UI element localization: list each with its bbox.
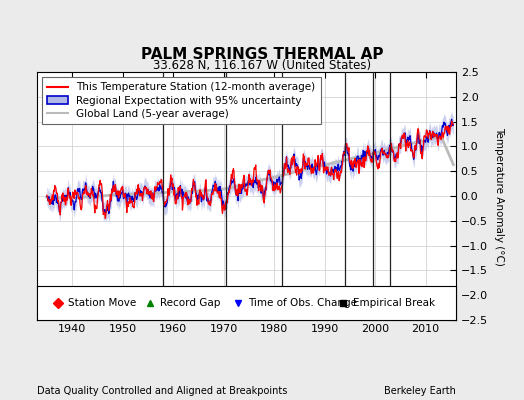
Text: Time of Obs. Change: Time of Obs. Change xyxy=(248,298,357,308)
Text: Data Quality Controlled and Aligned at Breakpoints: Data Quality Controlled and Aligned at B… xyxy=(37,386,287,396)
Text: Berkeley Earth: Berkeley Earth xyxy=(384,386,456,396)
Text: Station Move: Station Move xyxy=(68,298,136,308)
Y-axis label: Temperature Anomaly (°C): Temperature Anomaly (°C) xyxy=(495,126,505,266)
Text: 33.628 N, 116.167 W (United States): 33.628 N, 116.167 W (United States) xyxy=(153,59,371,72)
Text: Empirical Break: Empirical Break xyxy=(353,298,435,308)
Text: Record Gap: Record Gap xyxy=(160,298,221,308)
Text: PALM SPRINGS THERMAL AP: PALM SPRINGS THERMAL AP xyxy=(141,47,383,62)
Legend: This Temperature Station (12-month average), Regional Expectation with 95% uncer: This Temperature Station (12-month avera… xyxy=(42,77,321,124)
